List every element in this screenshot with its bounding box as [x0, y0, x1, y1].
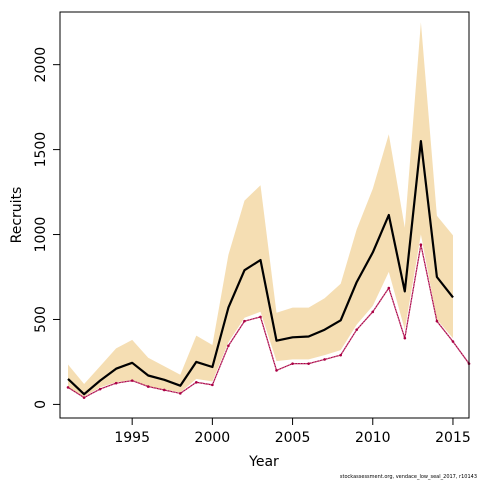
- reference-point: [114, 381, 118, 385]
- reference-point: [291, 362, 294, 365]
- y-tick-label: 2000: [33, 47, 49, 83]
- reference-point: [435, 319, 439, 323]
- reference-point: [195, 381, 198, 384]
- estimate-line: [67, 140, 454, 396]
- reference-point: [243, 319, 246, 323]
- plot-area: [66, 22, 471, 399]
- reference-point: [130, 379, 134, 382]
- reference-point: [211, 383, 214, 387]
- y-tick-label: 1000: [33, 217, 49, 253]
- y-tick-label: 1500: [33, 132, 49, 168]
- reference-point: [162, 388, 166, 392]
- x-tick-label: 2010: [355, 430, 391, 446]
- reference-point: [178, 392, 182, 395]
- reference-point: [146, 385, 150, 388]
- reference-point: [66, 386, 70, 389]
- reference-point: [227, 344, 230, 348]
- x-tick-label: 2000: [195, 430, 231, 446]
- x-tick-label: 1995: [114, 430, 150, 446]
- y-tick-label: 0: [33, 400, 49, 409]
- confidence-band: [68, 22, 453, 397]
- reference-point: [259, 315, 262, 319]
- reference-point: [339, 353, 342, 357]
- reference-point: [403, 336, 407, 340]
- reference-line-inner: [67, 244, 470, 398]
- reference-point: [307, 362, 310, 365]
- x-axis-title: Year: [248, 454, 279, 470]
- y-axis-title: Recruits: [9, 187, 25, 244]
- reference-point: [419, 243, 423, 247]
- footnote: stockassessment.org, vendace_low_seal_20…: [340, 474, 477, 480]
- x-tick-label: 2005: [275, 430, 311, 446]
- x-tick-label: 2015: [435, 430, 471, 446]
- reference-point: [451, 340, 455, 343]
- reference-points: [66, 243, 471, 399]
- reference-point: [82, 396, 86, 399]
- y-tick-label: 500: [33, 306, 49, 333]
- reference-point: [387, 286, 391, 290]
- reference-point: [323, 358, 326, 361]
- reference-point: [371, 310, 375, 314]
- reference-point: [275, 369, 278, 372]
- y-axis: 0 500 1000 1500 2000: [33, 47, 60, 409]
- reference-point: [355, 328, 359, 331]
- reference-point: [98, 387, 102, 391]
- x-axis: 1995 2000 2005 2010 2015: [114, 418, 471, 446]
- plot-frame: [59, 11, 470, 419]
